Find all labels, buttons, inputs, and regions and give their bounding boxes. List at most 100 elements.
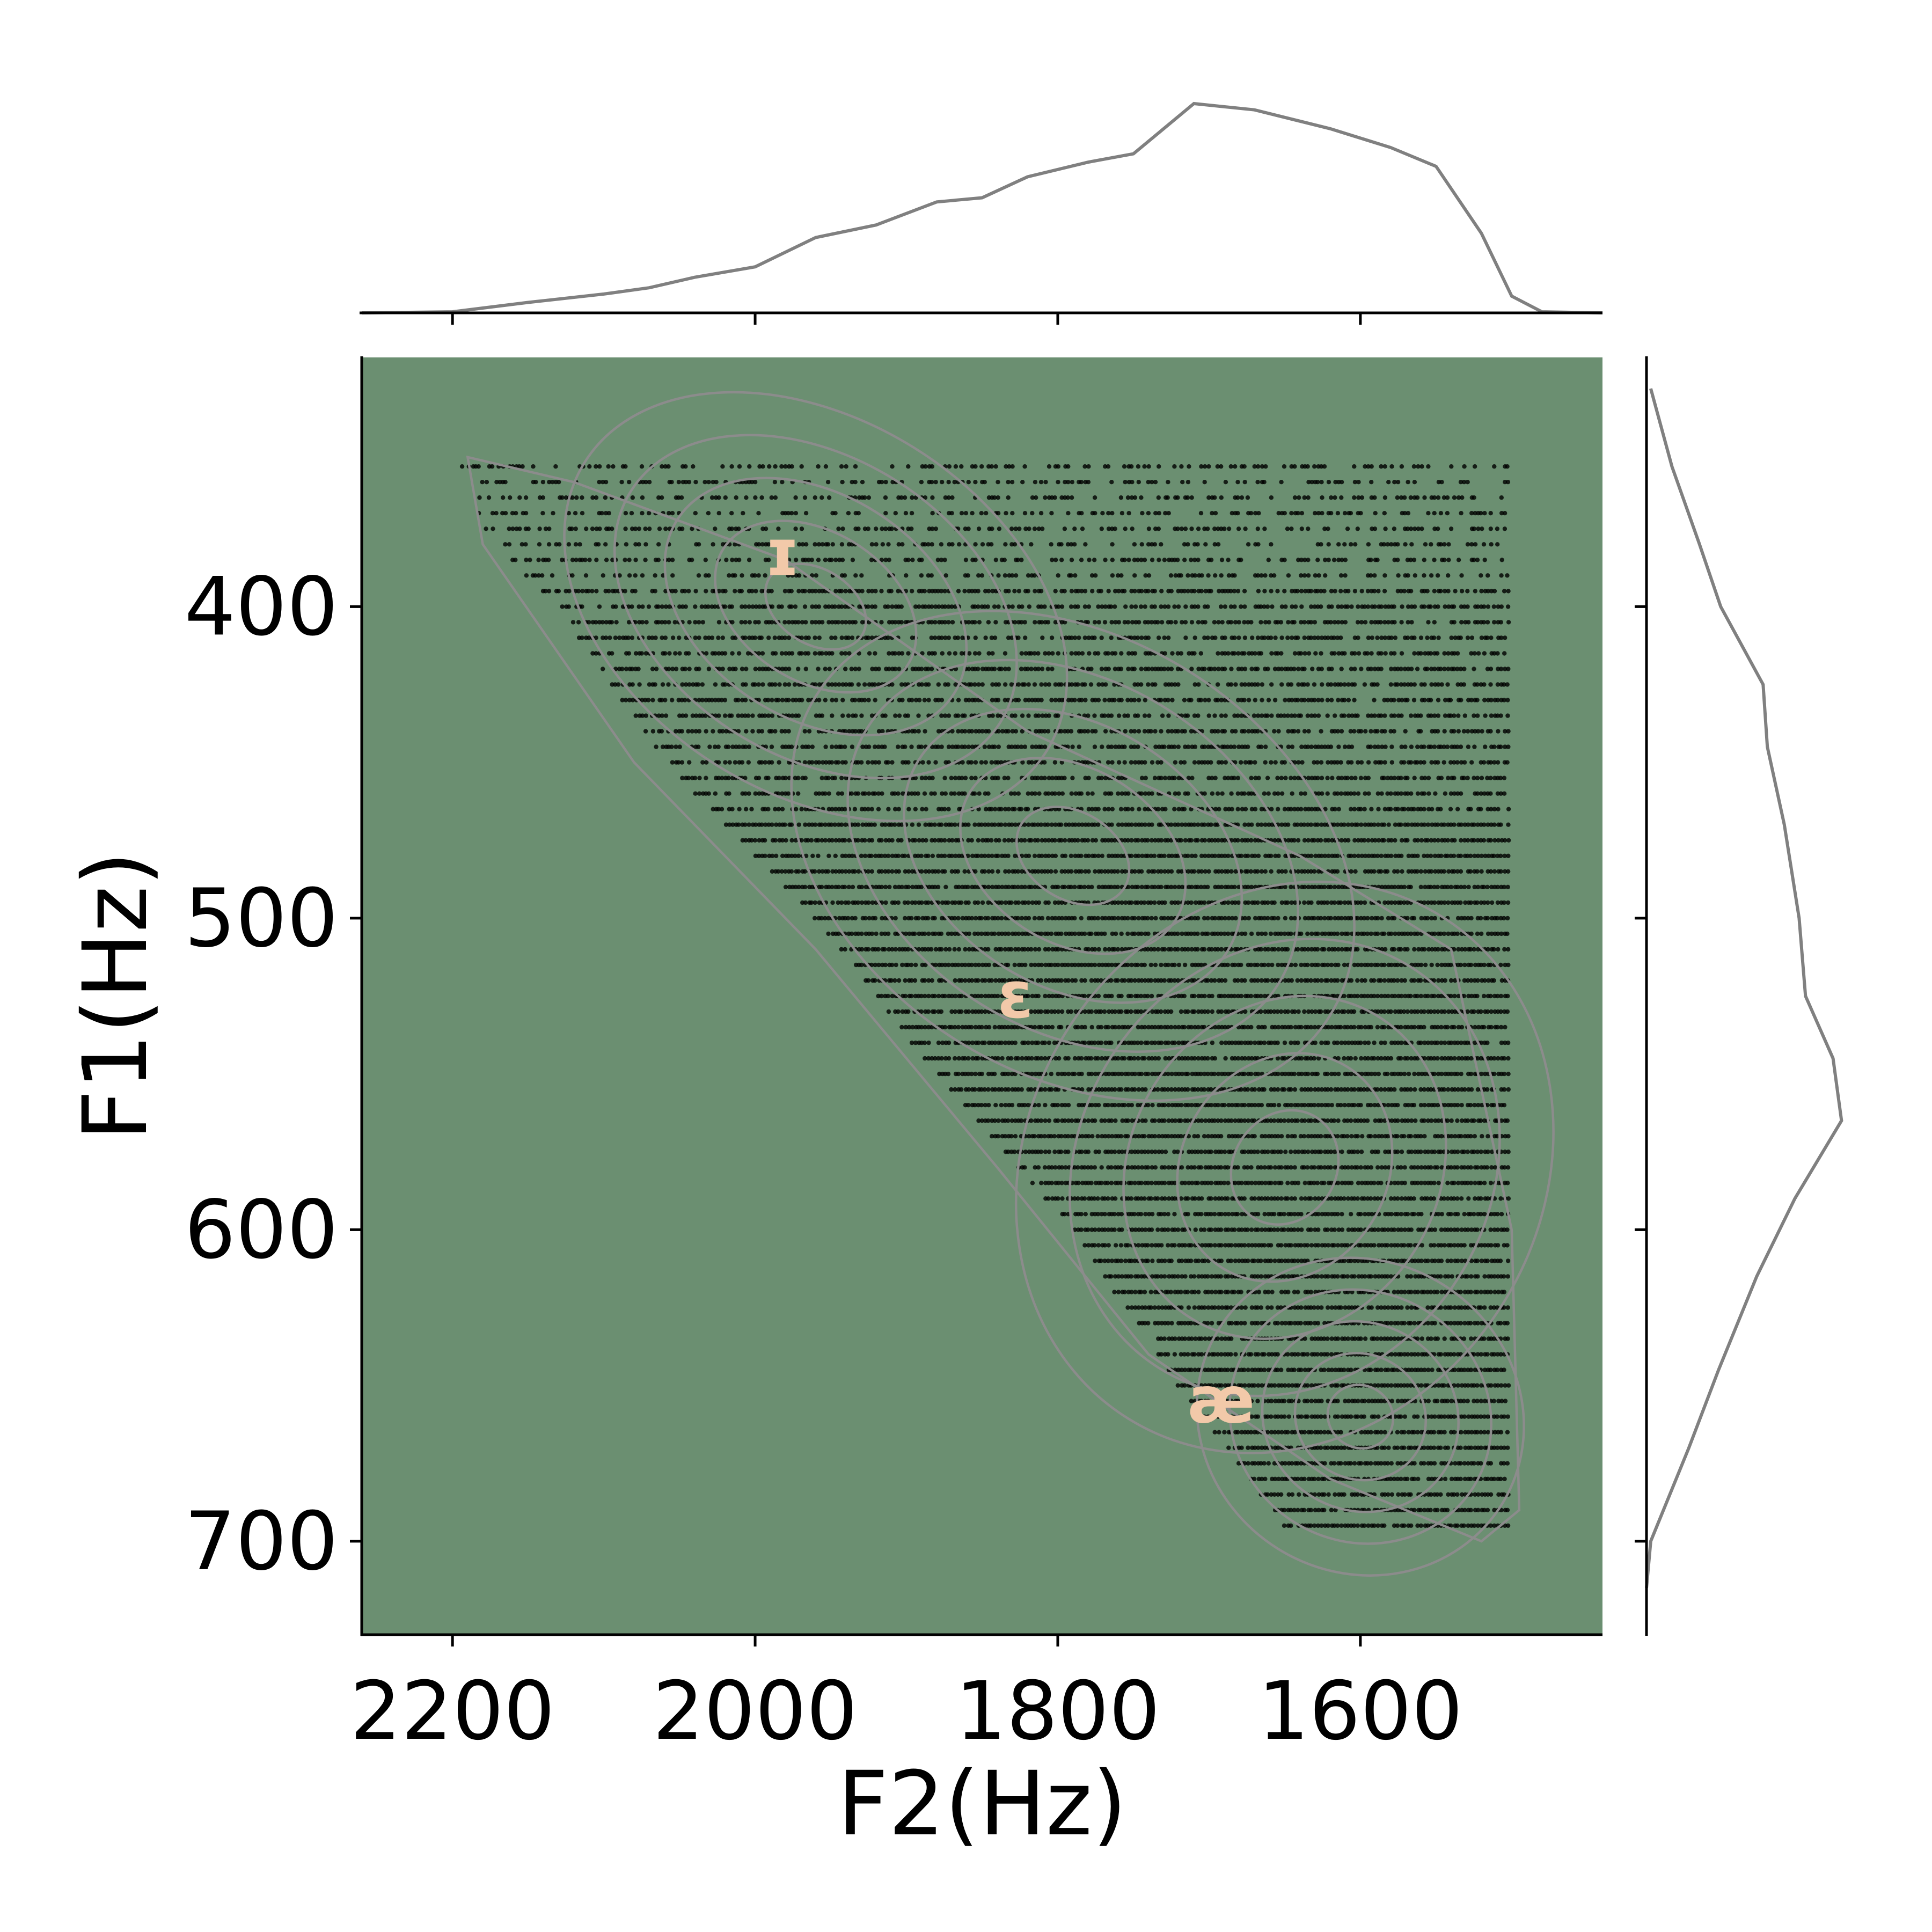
data-point: [1099, 667, 1104, 671]
data-point: [1279, 635, 1284, 640]
data-point: [823, 667, 828, 671]
data-point: [1263, 713, 1268, 718]
data-point: [1196, 558, 1201, 562]
data-point: [903, 869, 908, 874]
data-point: [1057, 791, 1062, 796]
data-point: [643, 698, 648, 702]
data-point: [1480, 526, 1484, 531]
data-point: [1185, 542, 1190, 547]
data-point: [869, 558, 874, 562]
data-point: [919, 775, 925, 780]
data-point: [783, 464, 788, 469]
data-point: [806, 558, 811, 562]
data-point: [980, 480, 985, 485]
data-point: [1429, 573, 1434, 578]
data-point: [1392, 526, 1397, 531]
data-point: [1260, 698, 1264, 702]
data-point: [899, 651, 905, 656]
data-point: [1063, 464, 1068, 469]
data-point: [1142, 729, 1147, 734]
data-point: [1276, 729, 1281, 734]
data-point: [1059, 620, 1064, 625]
data-point: [676, 480, 682, 485]
data-point: [1436, 698, 1441, 702]
data-point: [643, 729, 648, 734]
data-point: [1046, 495, 1052, 500]
data-point: [936, 604, 941, 609]
data-point: [799, 807, 804, 811]
data-point: [1228, 464, 1233, 469]
data-point: [1356, 760, 1360, 765]
data-point: [1459, 573, 1464, 578]
data-point: [711, 729, 715, 734]
data-point: [1010, 511, 1015, 516]
data-point: [890, 604, 895, 609]
data-point: [1179, 589, 1184, 594]
data-point: [1162, 558, 1167, 562]
data-point: [1263, 744, 1268, 749]
data-point: [714, 480, 719, 485]
data-point: [1228, 604, 1234, 609]
data-point: [1416, 651, 1421, 656]
data-point: [1109, 620, 1114, 625]
data-point: [1157, 853, 1161, 859]
data-point: [594, 635, 598, 640]
data-point: [1383, 651, 1388, 656]
data-point: [1213, 869, 1218, 874]
data-point: [1353, 775, 1358, 780]
data-point: [1082, 635, 1088, 640]
data-point: [1013, 744, 1018, 749]
data-point: [1369, 651, 1374, 656]
data-point: [810, 853, 815, 859]
data-point: [1462, 667, 1467, 671]
data-point: [684, 651, 689, 656]
data-point: [1000, 729, 1005, 734]
data-point: [1037, 620, 1042, 625]
data-point: [1179, 760, 1183, 765]
data-point: [1429, 635, 1434, 640]
data-point: [674, 760, 679, 765]
data-point: [1182, 558, 1187, 562]
data-point: [1073, 573, 1078, 578]
data-point: [970, 464, 975, 469]
data-point: [1260, 900, 1265, 905]
data-point: [1020, 760, 1025, 765]
data-point: [929, 635, 934, 640]
data-point: [1065, 542, 1071, 547]
data-point: [484, 480, 489, 485]
data-point: [950, 495, 955, 500]
data-point: [1479, 900, 1484, 905]
data-point: [1193, 838, 1198, 843]
data-point: [1139, 558, 1144, 562]
data-point: [1456, 558, 1461, 562]
data-point: [997, 807, 1001, 811]
data-point: [1032, 853, 1037, 859]
data-point: [1272, 573, 1277, 578]
data-point: [893, 511, 898, 516]
data-point: [693, 480, 698, 485]
data-point: [1320, 511, 1324, 516]
data-point: [844, 682, 848, 687]
data-point: [1279, 480, 1284, 485]
data-point: [793, 526, 798, 531]
data-point: [803, 620, 808, 625]
data-point: [892, 884, 898, 890]
data-point: [683, 604, 689, 609]
data-point: [1332, 884, 1337, 890]
data-point: [1106, 713, 1111, 718]
data-point: [1086, 884, 1091, 890]
data-point: [459, 464, 465, 469]
data-point: [667, 480, 672, 485]
data-point: [727, 573, 731, 578]
data-point: [697, 635, 701, 640]
data-point: [1499, 682, 1504, 687]
data-point: [741, 744, 745, 749]
data-point: [1030, 869, 1035, 874]
data-point: [1326, 884, 1331, 890]
data-point: [830, 511, 835, 516]
data-point: [780, 744, 785, 749]
data-point: [797, 542, 802, 547]
data-point: [507, 526, 511, 531]
data-point: [1409, 542, 1414, 547]
data-point: [1472, 775, 1476, 780]
